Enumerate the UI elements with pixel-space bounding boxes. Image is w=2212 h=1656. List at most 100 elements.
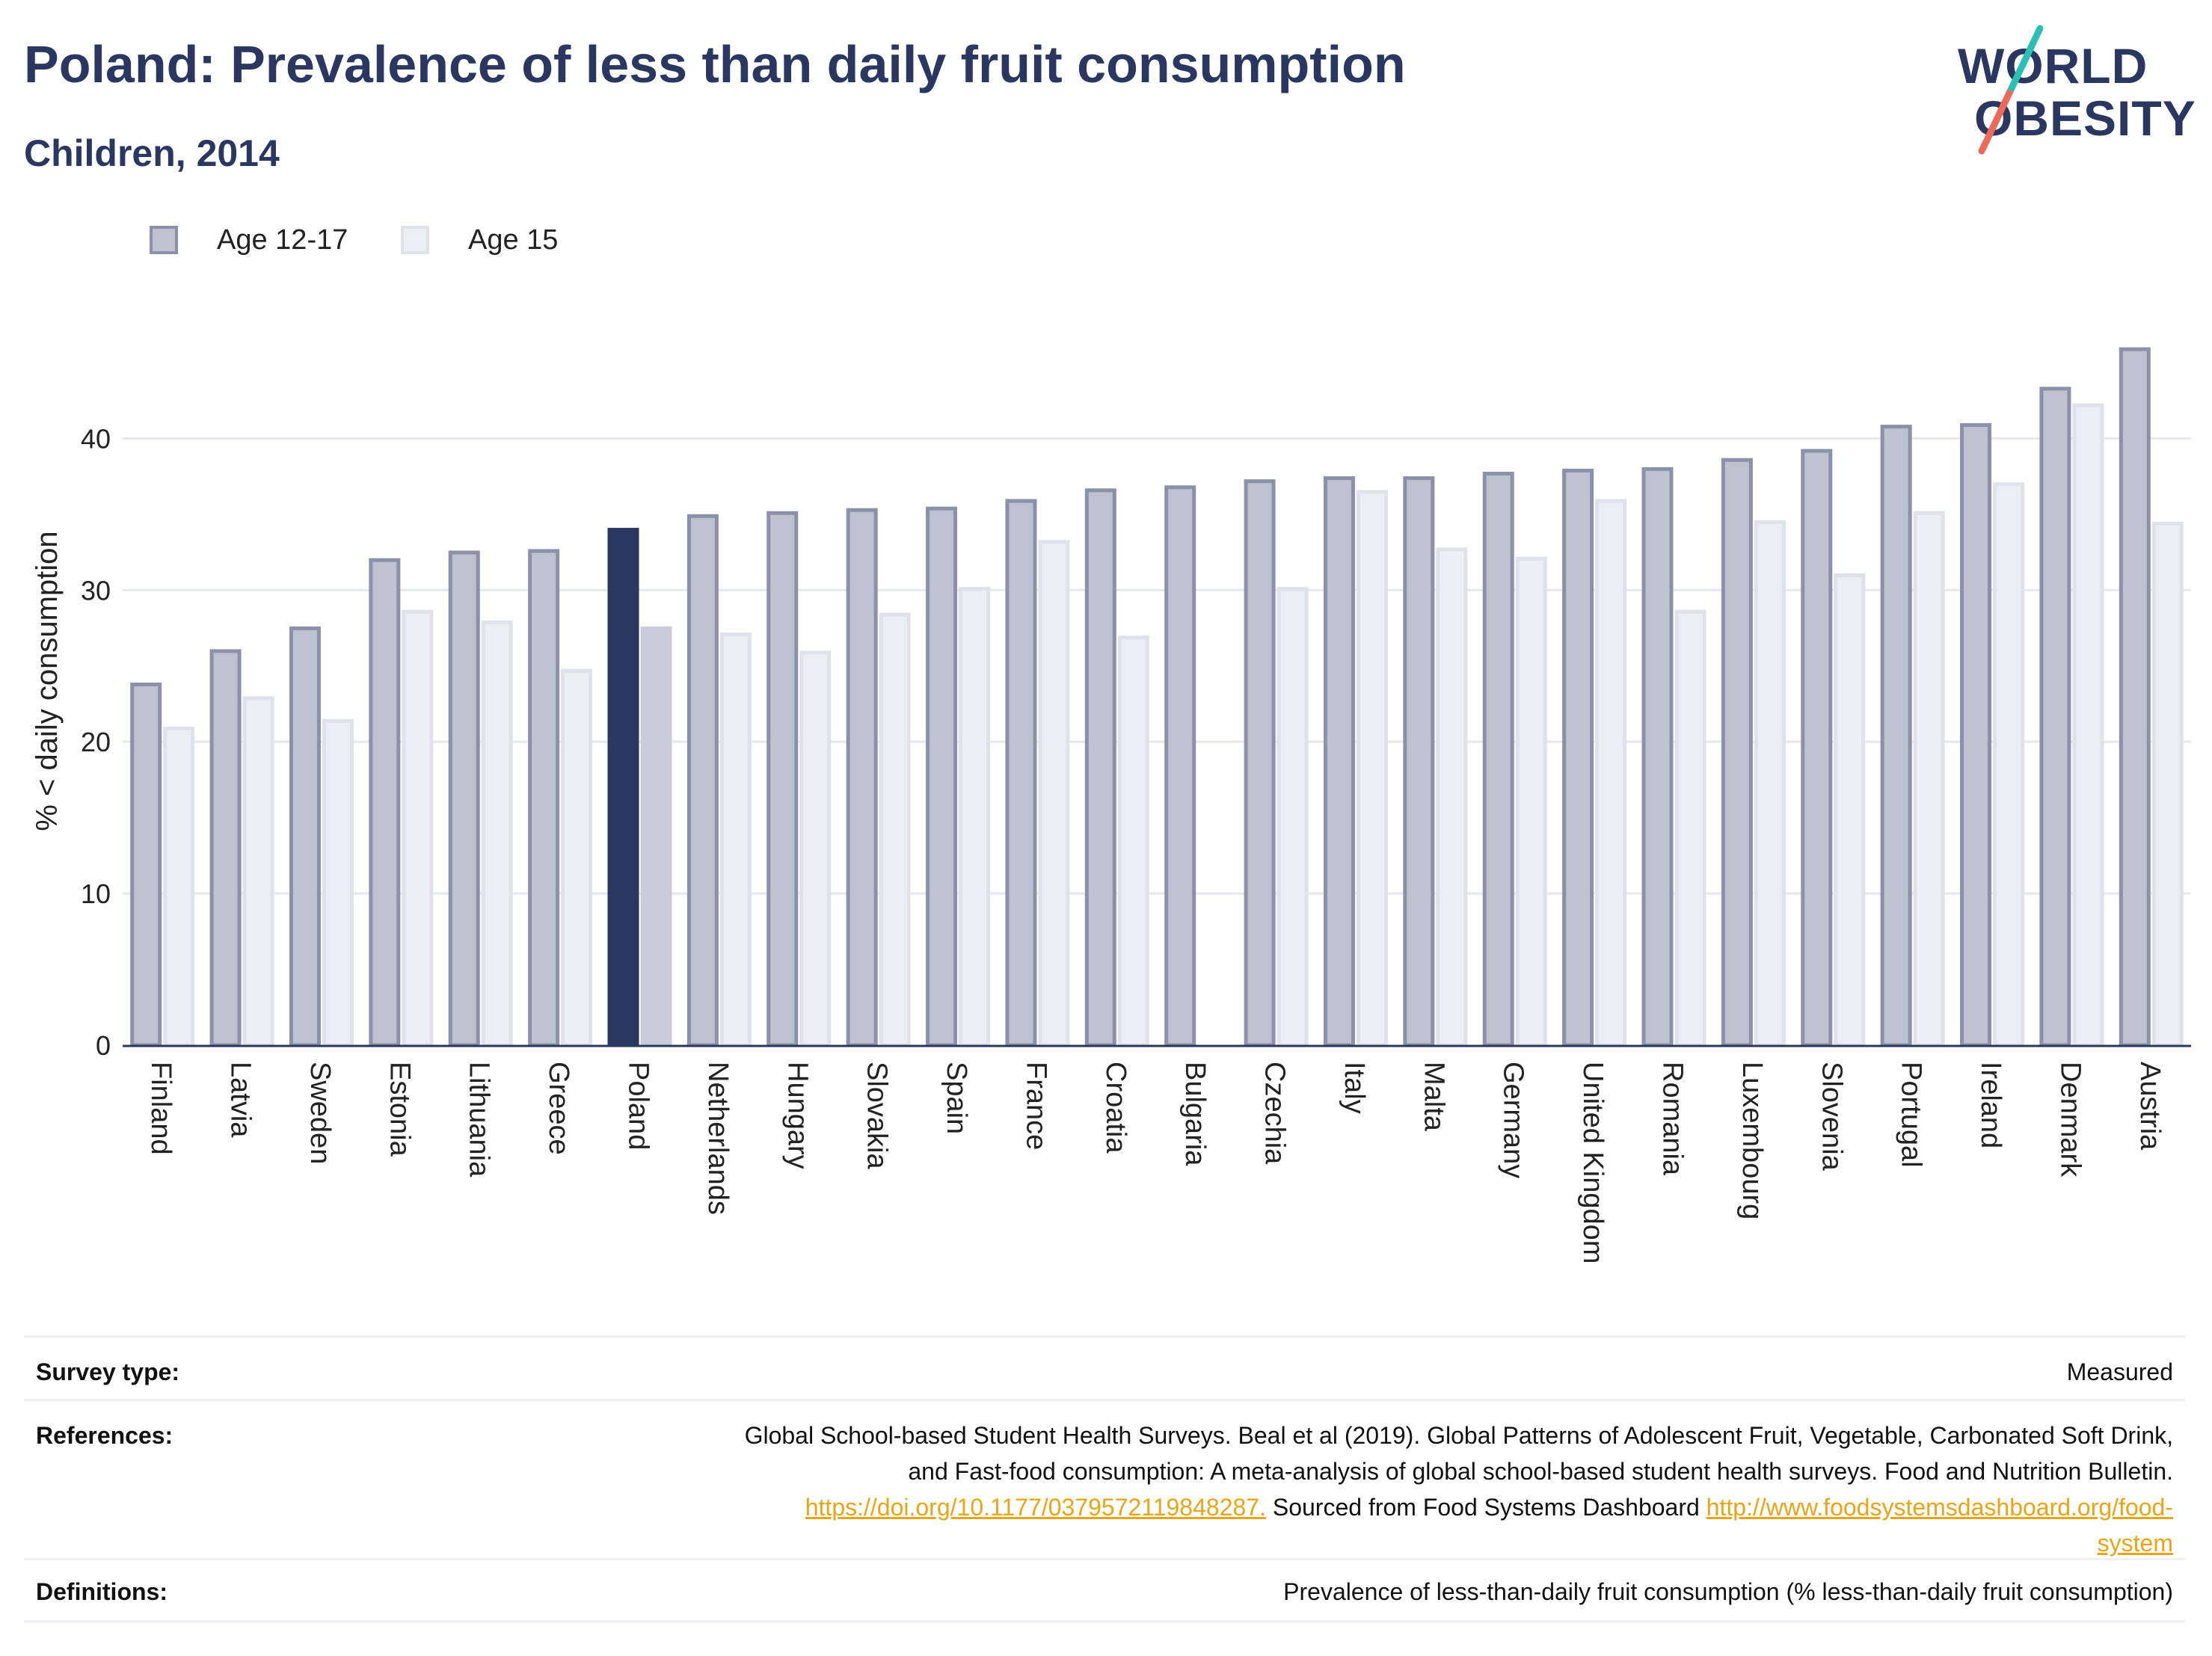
bar-age-15 — [1515, 556, 1547, 1047]
bar-age-12-17 — [1482, 471, 1514, 1047]
footer-row-references: References: Global School-based Student … — [24, 1399, 2185, 1558]
x-tick-label: Ireland — [1975, 1062, 2006, 1148]
x-tick-label: Denmark — [2054, 1062, 2086, 1178]
bar-age-15 — [561, 668, 593, 1047]
y-axis-label: % < daily consumption — [31, 531, 64, 831]
bar-age-15 — [640, 626, 672, 1045]
bar-age-15 — [1276, 587, 1309, 1047]
references-source-text: Sourced from Food Systems Dashboard — [1265, 1494, 1706, 1521]
bar-age-15 — [719, 632, 752, 1047]
bar-age-12-17 — [289, 626, 321, 1047]
x-tick-label: Czechia — [1259, 1062, 1291, 1165]
bar-age-12-17 — [926, 506, 958, 1047]
bar-age-15 — [2151, 521, 2184, 1047]
x-tick-label: Latvia — [225, 1062, 256, 1138]
x-tick-label: Austria — [2134, 1062, 2166, 1151]
bar-age-15 — [1595, 499, 1627, 1047]
y-tick-label: 20 — [81, 727, 111, 757]
x-tick-label: Netherlands — [702, 1062, 734, 1215]
y-tick-label: 40 — [81, 423, 111, 454]
x-tick-label: Romania — [1657, 1062, 1689, 1176]
x-tick-label: Croatia — [1100, 1062, 1131, 1154]
bar-age-12-17 — [1323, 476, 1355, 1047]
legend-swatch-age-15 — [401, 226, 429, 254]
bar-age-12-17 — [846, 508, 878, 1047]
bar-age-12-17 — [1641, 467, 1674, 1047]
bar-age-12-17 — [2039, 387, 2071, 1047]
x-tick-label: Slovenia — [1816, 1062, 1847, 1172]
references-label: References: — [36, 1422, 173, 1449]
bar-age-15 — [1993, 482, 2025, 1047]
x-tick-label: Spain — [941, 1062, 972, 1134]
bar-age-12-17 — [686, 514, 719, 1047]
bar-chart: 0 10 20 30 40 % < daily consumption Finland Lat… — [31, 347, 2191, 1263]
bar-age-15 — [1674, 609, 1706, 1047]
bar-age-15 — [402, 609, 434, 1047]
x-tick-label: Estonia — [384, 1062, 415, 1157]
bar-age-12-17 — [369, 558, 401, 1047]
footer-row-survey-type: Survey type: Measured — [24, 1335, 2185, 1399]
x-tick-label: United Kingdom — [1577, 1062, 1609, 1263]
bar-age-12-17 — [607, 528, 639, 1045]
bar-age-12-17 — [1244, 479, 1276, 1047]
bar-age-15 — [1038, 540, 1070, 1047]
bar-age-15 — [879, 612, 911, 1047]
references-line-2: and Fast-food consumption: A meta-analys… — [908, 1458, 2173, 1485]
x-tick-label: Lithuania — [464, 1062, 495, 1178]
bar-age-15 — [1117, 635, 1149, 1047]
world-obesity-logo[interactable]: WORLD OBESITY — [1944, 22, 2199, 157]
bar-age-12-17 — [1960, 423, 1992, 1047]
bar-age-15 — [1913, 511, 1945, 1047]
bar-age-15 — [799, 650, 832, 1047]
x-tick-label: Slovakia — [861, 1062, 893, 1169]
bar-age-12-17 — [2119, 347, 2151, 1047]
x-tick-label: Finland — [145, 1062, 176, 1155]
chart-footer: Survey type: Measured References: Global… — [24, 1335, 2185, 1622]
dashboard-link[interactable]: http://www.foodsystemsdashboard.org/food… — [1706, 1494, 2173, 1521]
bar-age-15 — [481, 620, 513, 1047]
dashboard-link-continued[interactable]: system — [2097, 1530, 2173, 1557]
references-line-3: https://doi.org/10.1177/0379572119848287… — [745, 1489, 2173, 1525]
x-tick-label: Poland — [623, 1062, 654, 1150]
x-tick-label: Malta — [1418, 1062, 1449, 1132]
references-text: Global School-based Student Health Surve… — [745, 1418, 2173, 1561]
survey-type-label: Survey type: — [36, 1358, 180, 1385]
x-tick-label: Bulgaria — [1179, 1062, 1211, 1166]
definitions-value: Prevalence of less-than-daily fruit cons… — [1283, 1578, 2173, 1605]
references-line-1: Global School-based Student Health Surve… — [744, 1422, 2173, 1449]
footer-row-definitions: Definitions: Prevalence of less-than-dai… — [24, 1558, 2185, 1622]
logo-text-world: WORLD — [1958, 38, 2148, 93]
bar-age-12-17 — [1880, 425, 1912, 1047]
bar-age-12-17 — [766, 511, 799, 1047]
bar-age-15 — [1754, 520, 1786, 1047]
bar-age-12-17 — [448, 550, 480, 1047]
survey-type-value: Measured — [2066, 1358, 2173, 1385]
legend-swatch-age-12-17 — [150, 226, 178, 254]
bar-age-15 — [1356, 490, 1388, 1047]
bar-age-12-17 — [1403, 476, 1435, 1047]
bar-age-15 — [242, 696, 274, 1047]
x-tick-label: Sweden — [304, 1062, 336, 1164]
x-tick-label: Germany — [1498, 1062, 1529, 1178]
bar-age-15 — [1436, 547, 1468, 1047]
legend-label: Age 15 — [468, 224, 559, 256]
bar-age-12-17 — [1721, 458, 1753, 1047]
bar-age-12-17 — [1801, 449, 1833, 1047]
bar-age-12-17 — [1164, 485, 1196, 1047]
page-subtitle: Children, 2014 — [24, 132, 280, 174]
x-tick-label: Greece — [543, 1062, 574, 1155]
bar-age-15 — [322, 718, 354, 1047]
bar-age-12-17 — [528, 549, 560, 1047]
x-tick-label: France — [1020, 1062, 1051, 1150]
x-tick-label: Italy — [1339, 1062, 1370, 1114]
bar-age-15 — [2072, 403, 2104, 1047]
bar-age-12-17 — [1084, 488, 1116, 1047]
x-tick-label: Hungary — [781, 1062, 813, 1169]
doi-link[interactable]: https://doi.org/10.1177/0379572119848287… — [805, 1494, 1266, 1521]
page-title: Poland: Prevalence of less than daily fr… — [24, 35, 1406, 93]
y-tick-label: 0 — [96, 1030, 111, 1061]
y-tick-label: 30 — [81, 575, 111, 606]
x-tick-label: Portugal — [1896, 1062, 1927, 1168]
references-line-4: system — [745, 1525, 2173, 1561]
bar-age-12-17 — [130, 683, 162, 1047]
